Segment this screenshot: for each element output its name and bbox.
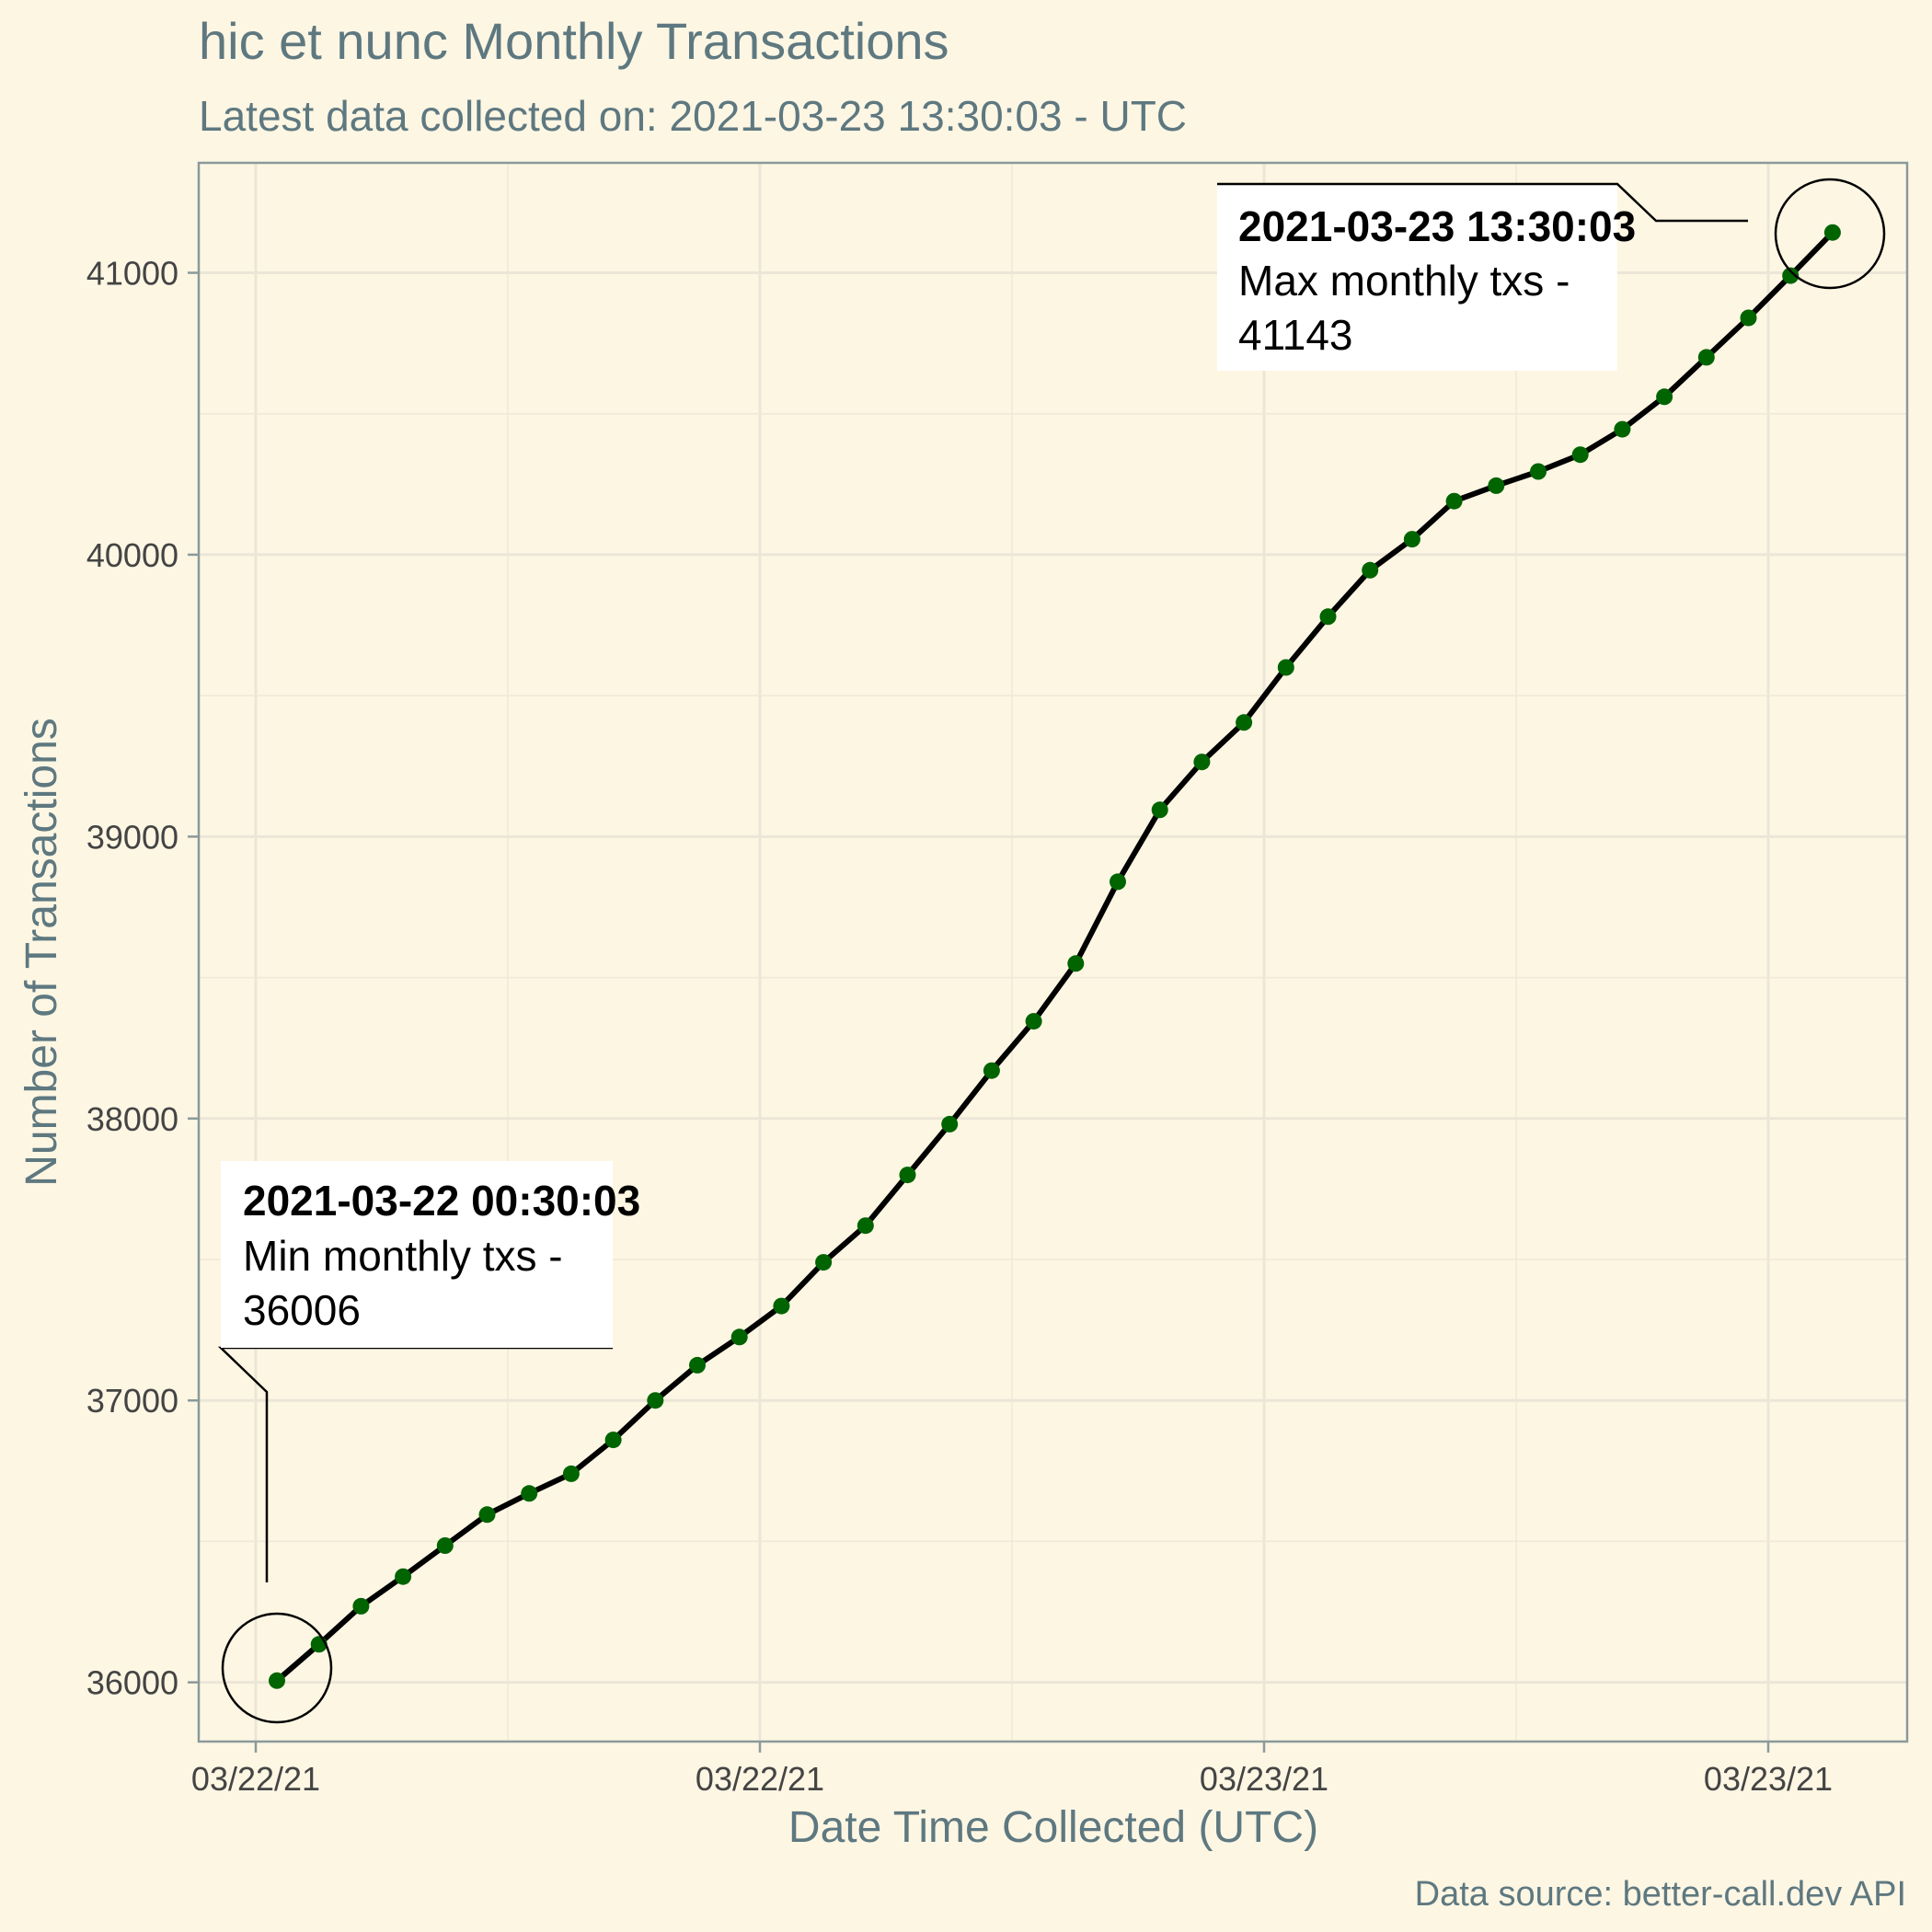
data-point	[857, 1217, 874, 1235]
data-point	[1067, 955, 1085, 972]
max-label-box	[1217, 184, 1617, 371]
data-point	[395, 1568, 412, 1585]
data-point	[1445, 492, 1463, 510]
max-highlight-circle	[1774, 178, 1886, 290]
data-point	[521, 1485, 538, 1502]
data-point	[562, 1465, 580, 1482]
max-leader-line	[1217, 182, 1748, 223]
x-axis-label: Date Time Collected (UTC)	[788, 1803, 1318, 1852]
min-label-line1: Min monthly txs -	[243, 1232, 563, 1280]
data-point	[1362, 561, 1379, 579]
data-point	[1656, 388, 1673, 406]
data-point	[1697, 349, 1715, 366]
data-point	[1571, 446, 1589, 464]
data-point	[1025, 1013, 1042, 1030]
data-point	[689, 1356, 706, 1374]
data-point	[269, 1672, 285, 1689]
data-points	[269, 224, 1841, 1689]
plot-border	[197, 161, 1909, 1743]
data-point	[1236, 714, 1253, 731]
data-point	[647, 1392, 664, 1409]
y-tick-label: 41000	[86, 255, 178, 293]
data-point	[1151, 801, 1168, 819]
data-point	[1740, 309, 1757, 327]
data-point	[1823, 224, 1841, 241]
data-point	[478, 1506, 496, 1524]
max-label-line1: Max monthly txs -	[1238, 257, 1570, 305]
min-annotation: 2021-03-22 00:30:03 Min monthly txs - 36…	[217, 1161, 640, 1724]
data-point	[941, 1115, 959, 1133]
x-tick-label: 03/23/21	[1704, 1760, 1833, 1798]
data-point	[1403, 531, 1420, 548]
data-point	[1277, 659, 1294, 676]
max-label-line2: 41143	[1238, 311, 1353, 359]
gridlines	[199, 163, 1907, 1742]
axes: 03/22/21 03/22/21 03/23/21 03/23/21 36000 370…	[86, 255, 1833, 1798]
data-point	[773, 1297, 790, 1315]
x-tick-label: 03/23/21	[1200, 1760, 1328, 1798]
max-annotation: 2021-03-23 13:30:03 Max monthly txs - 41…	[1217, 178, 1886, 371]
y-tick-label: 39000	[86, 818, 178, 856]
data-point	[436, 1537, 454, 1554]
max-label-title: 2021-03-23 13:30:03	[1238, 202, 1636, 250]
chart-subtitle: Latest data collected on: 2021-03-23 13:…	[199, 92, 1187, 140]
caption: Data source: better-call.dev API	[1415, 1875, 1906, 1914]
data-point	[1193, 753, 1211, 771]
y-tick-label: 36000	[86, 1664, 178, 1702]
min-highlight-circle	[221, 1612, 333, 1724]
data-point	[730, 1328, 748, 1346]
min-label-title: 2021-03-22 00:30:03	[243, 1177, 640, 1225]
x-tick-label: 03/22/21	[696, 1760, 824, 1798]
data-point	[899, 1167, 916, 1184]
y-tick-label: 38000	[86, 1100, 178, 1138]
x-tick-label: 03/22/21	[191, 1760, 320, 1798]
data-point	[1530, 463, 1547, 480]
data-point	[1614, 420, 1631, 438]
data-point	[352, 1597, 370, 1615]
data-point	[983, 1062, 1000, 1079]
y-tick-label: 37000	[86, 1382, 178, 1420]
data-point	[1110, 873, 1126, 891]
data-point	[604, 1432, 622, 1449]
data-point	[1319, 608, 1337, 626]
y-tick-label: 40000	[86, 536, 178, 574]
data-point	[1782, 267, 1800, 284]
min-label-box	[221, 1161, 613, 1348]
min-label-line2: 36006	[243, 1286, 361, 1334]
chart-title: hic et nunc Monthly Transactions	[199, 12, 949, 70]
data-point	[1488, 477, 1505, 494]
data-point	[815, 1254, 833, 1271]
y-axis-label: Number of Transactions	[17, 718, 66, 1187]
